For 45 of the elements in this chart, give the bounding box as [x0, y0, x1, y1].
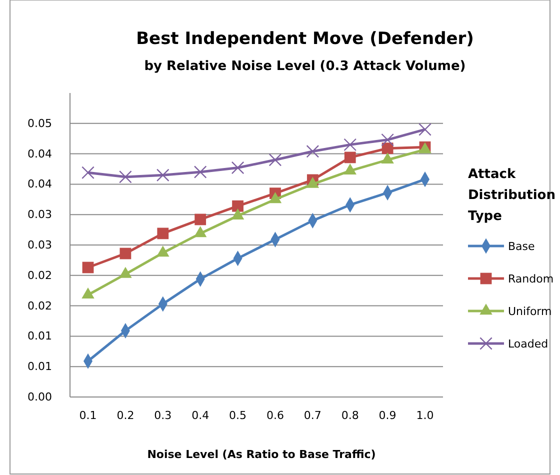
point	[344, 138, 357, 152]
x-tick-label: 0.2	[116, 408, 134, 422]
point	[82, 166, 94, 180]
point	[120, 248, 132, 260]
point	[157, 228, 169, 240]
point	[156, 168, 170, 182]
legend-label: Uniform	[508, 305, 552, 318]
point	[194, 166, 207, 178]
x-tick-label: 0.4	[192, 408, 210, 422]
point	[382, 142, 394, 154]
point	[418, 123, 432, 136]
y-tick-label: 0.02	[28, 299, 52, 312]
point	[231, 161, 244, 174]
x-tick-label: 0.5	[229, 408, 247, 422]
y-tick-label: 0.01	[28, 330, 52, 343]
legend-label: Base	[508, 240, 536, 253]
chart-subtitle: by Relative Noise Level (0.3 Attack Volume)	[144, 59, 466, 74]
point	[381, 133, 394, 146]
x-tick-label: 0.9	[378, 408, 396, 422]
y-tick-label: 0.03	[28, 208, 52, 222]
y-tick-label: 0.00	[28, 390, 52, 404]
x-tick-label: 0.6	[266, 408, 284, 422]
y-tick-label: 0.04	[28, 178, 52, 191]
point	[344, 152, 356, 164]
point	[306, 144, 320, 158]
x-tick-label: 0.3	[154, 408, 172, 422]
x-tick-label: 0.7	[304, 408, 322, 422]
x-axis-title: Noise Level (As Ratio to Base Traffic)	[147, 448, 376, 461]
y-tick-label: 0.04	[28, 147, 52, 160]
legend-label: Loaded	[508, 338, 548, 350]
point	[268, 153, 282, 166]
x-tick-label: 0.1	[79, 408, 97, 422]
point	[232, 200, 244, 212]
legend-label: Random	[508, 272, 554, 286]
legend-title: Attack Distribution Type	[468, 167, 556, 224]
y-tick-label: 0.02	[28, 268, 52, 282]
y-tick-label: 0.05	[28, 116, 52, 130]
y-tick-label: 0.01	[28, 360, 52, 374]
chart-title: Best Independent Move (Defender)	[136, 29, 474, 49]
y-tick-label: 0.03	[28, 238, 52, 252]
point	[119, 170, 132, 184]
point	[194, 214, 206, 226]
point	[82, 262, 94, 274]
x-tick-label: 1.0	[416, 408, 434, 422]
x-tick-label: 0.8	[341, 408, 359, 422]
